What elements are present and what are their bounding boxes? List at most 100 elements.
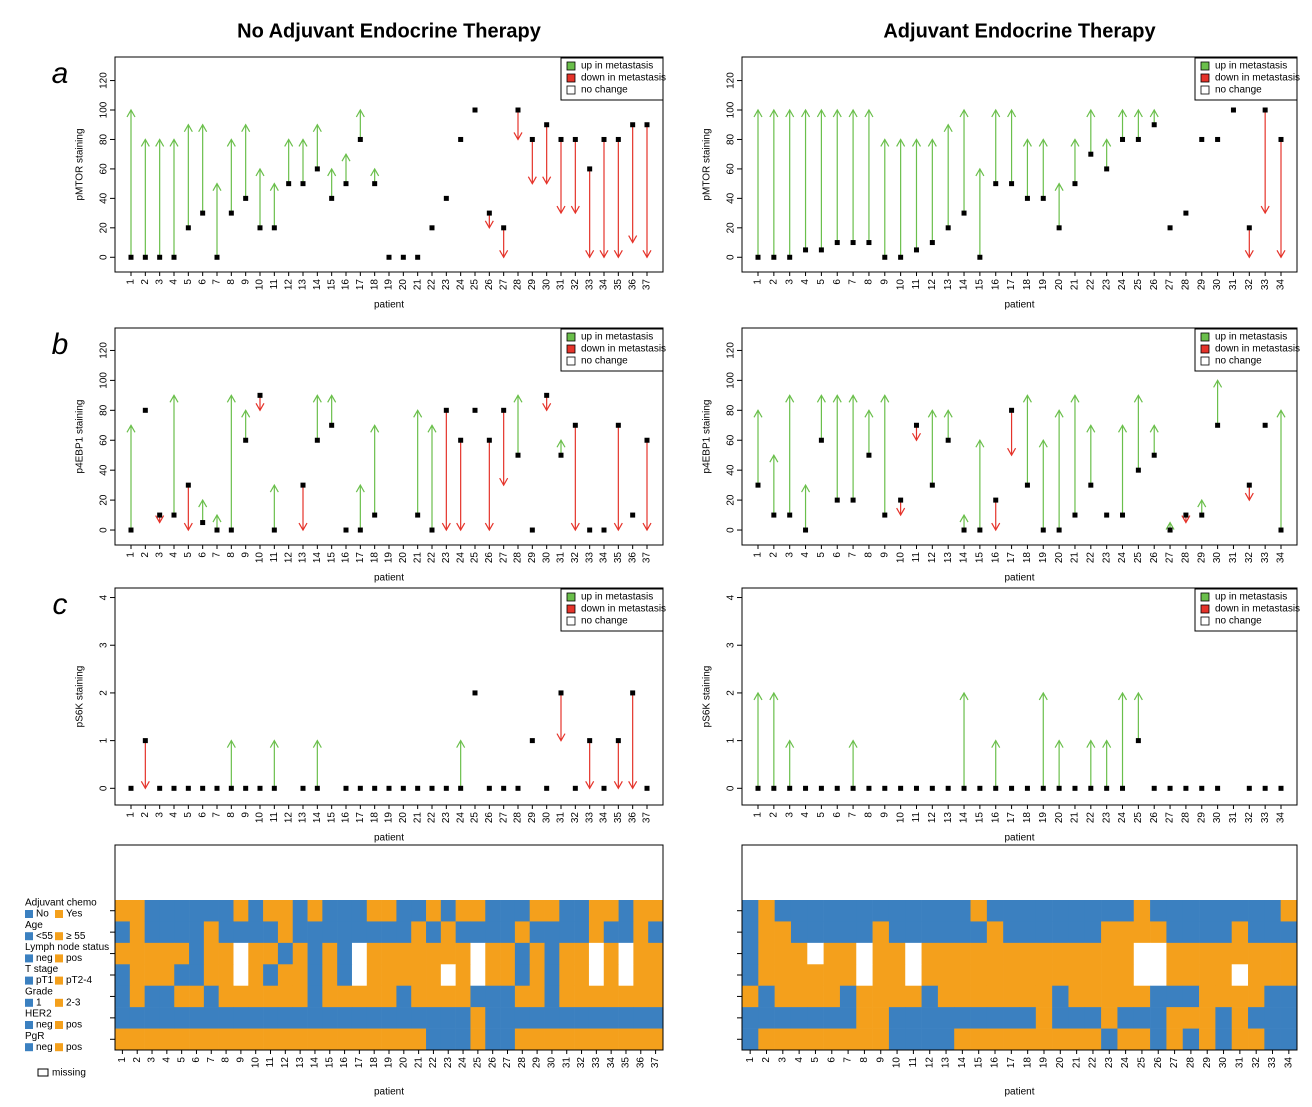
x-axis-label: patient <box>1004 300 1034 311</box>
plot-frame <box>741 56 1298 273</box>
y-axis-label: p4EBP1 staining <box>702 400 713 474</box>
primary-marker <box>630 122 636 128</box>
primary-marker <box>529 136 535 142</box>
heat-cell <box>233 985 249 1008</box>
heat-cell <box>277 1007 294 1029</box>
primary-marker <box>945 225 951 231</box>
heat-cell <box>856 942 873 965</box>
primary-marker <box>615 136 621 142</box>
heat-cell <box>529 964 545 987</box>
primary-marker <box>472 107 478 113</box>
x-tick-label: 36 <box>627 812 638 824</box>
y-tick-label: 2 <box>99 690 110 696</box>
heat-cell <box>307 985 323 1008</box>
arrow-head <box>542 176 552 185</box>
heat-cell <box>1231 900 1249 922</box>
primary-marker <box>803 527 809 533</box>
heat-cell <box>1035 1028 1053 1051</box>
arrow-head <box>355 483 365 493</box>
heat-cell <box>396 1028 412 1051</box>
x-tick-label: 28 <box>513 812 524 824</box>
heat-cell <box>1003 942 1020 965</box>
heat-cell <box>970 985 988 1008</box>
x-tick-label: 13 <box>298 279 309 291</box>
heat-cell <box>758 942 775 965</box>
primary-marker <box>977 527 983 533</box>
heat-cell <box>742 900 759 922</box>
primary-marker <box>1088 482 1094 488</box>
arrow-head <box>570 522 580 532</box>
heat-cell <box>742 942 759 965</box>
y-tick-label: 40 <box>99 192 110 204</box>
x-tick-label: 32 <box>570 552 581 564</box>
heat-cell <box>1166 900 1184 922</box>
heat-cell <box>905 1007 922 1029</box>
heat-cell <box>485 964 501 987</box>
heat-cell <box>322 900 338 922</box>
x-tick-label: 11 <box>269 812 280 823</box>
heat-cell <box>322 942 338 965</box>
primary-marker <box>1199 785 1205 791</box>
x-tick-label: 30 <box>1212 812 1223 824</box>
heat-cell <box>559 964 575 987</box>
x-tick-label: 34 <box>1276 812 1287 824</box>
heat-cell <box>954 900 971 922</box>
arrow-head <box>785 108 795 118</box>
legend-swatch <box>566 592 576 602</box>
heat-cell <box>905 921 922 944</box>
legend-label: down in metastasis <box>1215 344 1300 355</box>
primary-marker <box>458 785 464 791</box>
arrow-head <box>1276 249 1286 259</box>
arrow-head <box>1244 492 1254 502</box>
heat-cell <box>1231 921 1249 944</box>
x-tick-label: 23 <box>441 552 452 564</box>
legend-swatch <box>1200 592 1210 602</box>
arrow-head <box>1133 108 1143 118</box>
x-tick-label: 33 <box>584 812 595 824</box>
legend-swatch <box>1200 332 1210 342</box>
x-tick-label: 32 <box>570 279 581 291</box>
x-tick-label: 9 <box>240 279 251 285</box>
primary-marker <box>1167 527 1173 533</box>
x-tick-label: 5 <box>816 552 827 558</box>
heat-cell <box>129 942 145 965</box>
heat-cell <box>758 964 775 987</box>
heat-cell <box>1199 921 1216 944</box>
primary-marker <box>443 407 449 413</box>
arrow-head <box>753 108 763 118</box>
x-tick-label: 30 <box>541 279 552 291</box>
primary-marker <box>755 785 761 791</box>
arrow-head <box>126 424 136 433</box>
x-tick-label: 17 <box>1006 1057 1017 1069</box>
primary-marker <box>755 482 761 488</box>
heat-cell <box>351 1028 368 1051</box>
heat-cell <box>218 900 234 922</box>
heat-cell <box>1280 942 1298 965</box>
x-tick-label: 20 <box>1054 279 1065 291</box>
heat-cell <box>1035 1007 1053 1029</box>
primary-marker <box>472 690 478 696</box>
x-tick-label: 10 <box>255 552 266 564</box>
x-tick-label: 16 <box>990 279 1001 291</box>
x-tick-label: 5 <box>816 279 827 285</box>
x-tick-label: 5 <box>183 812 194 818</box>
heat-cell <box>986 900 1004 922</box>
heat-cell <box>544 1007 560 1029</box>
heat-cell <box>905 942 922 965</box>
heat-cell <box>839 900 857 922</box>
heat-cell <box>774 1028 792 1051</box>
heat-cell <box>426 964 442 987</box>
heat-cell <box>856 921 873 944</box>
heat-cell <box>1280 1028 1298 1051</box>
heat-cell <box>954 921 971 944</box>
heat-cell <box>307 1007 323 1029</box>
heat-cell <box>823 942 841 965</box>
legend-label: down in metastasis <box>581 73 666 84</box>
x-tick-label: 24 <box>455 279 466 291</box>
arrow-head <box>441 522 451 532</box>
x-tick-label: 32 <box>1244 812 1255 824</box>
x-tick-label: 18 <box>1022 279 1033 291</box>
primary-marker <box>271 785 277 791</box>
y-tick-label: 0 <box>99 785 110 791</box>
heat-cell <box>839 964 857 987</box>
